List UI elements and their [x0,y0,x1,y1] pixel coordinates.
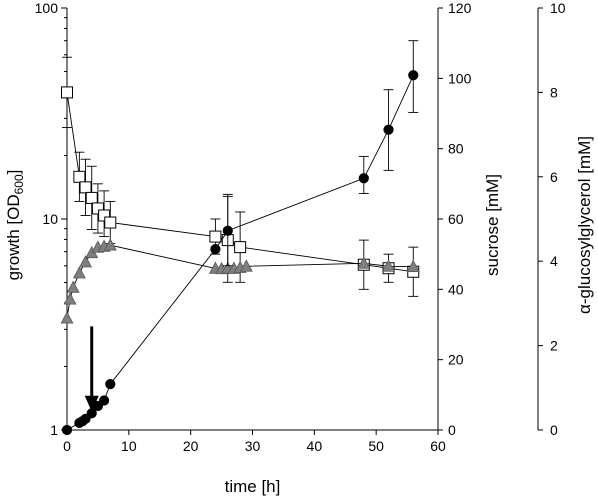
growth-point [408,70,419,81]
series-growth [61,40,419,436]
glucosylglycerol-point [239,259,253,272]
glucosylglycerol-axis-title: α-glucosylglycerol [mM] [575,136,594,314]
glucosylglycerol-tick-label: 4 [550,253,558,269]
x-axis-title: time [h] [225,477,281,496]
series-layer [60,40,420,436]
growth-tick-label: 100 [35,0,59,16]
sucrose-point [73,170,86,183]
sucrose-tick-label: 20 [448,352,464,368]
sucrose-tick-label: 40 [448,281,464,297]
glucosylglycerol-tick-label: 8 [550,84,558,100]
ticks-layer: 0 10 20 30 40 50 60 1 10 100 0 20 40 60 80 100 120 0 2 4 6 8 1… [35,0,566,454]
sucrose-tick-label: 100 [448,70,472,86]
growth-point [383,124,394,135]
sucrose-axis-title: sucrose [mM] [483,174,502,276]
sucrose-point [104,216,117,229]
glucosylglycerol-point [72,266,86,279]
glucosylglycerol-point [66,280,80,293]
glucosylglycerol-point [382,259,395,272]
x-tick-label: 50 [368,438,384,454]
growth-point [222,225,233,236]
glucosylglycerol-point [103,238,117,251]
growth-point [358,173,369,184]
glucosylglycerol-point [406,259,420,273]
glucosylglycerol-point [60,311,74,324]
x-tick-label: 20 [183,438,199,454]
annotation-layer [84,326,99,412]
sucrose-point [61,86,73,99]
sucrose-point [85,191,98,204]
growth-axis-title-subscript: 600 [12,174,26,194]
x-tick-label: 0 [63,438,71,454]
sucrose-point [79,181,92,194]
growth-point [105,379,116,390]
sucrose-point [209,230,222,243]
sucrose-tick-label: 60 [448,211,464,227]
growth-point [98,395,110,406]
x-tick-label: 10 [121,438,137,454]
glucosylglycerol-tick-label: 2 [550,338,558,354]
growth-axis-title: growth [OD600] [4,170,26,281]
series-glucosylglycerol [60,238,420,324]
sucrose-tick-label: 120 [448,0,472,16]
growth-axis-title-end: ] [4,170,23,175]
growth-tick-label: 1 [50,422,58,438]
growth-tick-label: 10 [42,211,58,227]
glucosylglycerol-point [79,255,93,268]
sucrose-point [98,209,111,222]
glucosylglycerol-point [63,292,77,305]
arrow-head [84,395,99,412]
glucosylglycerol-tick-label: 6 [550,169,558,185]
x-tick-label: 40 [307,438,323,454]
sucrose-tick-label: 80 [448,141,464,157]
sucrose-point [91,202,104,215]
sucrose-point [234,241,247,254]
sucrose-tick-label: 0 [448,422,456,438]
growth-point [210,244,221,255]
glucosylglycerol-tick-label: 10 [550,0,566,16]
glucosylglycerol-point [357,256,371,269]
x-tick-label: 60 [430,438,446,454]
x-tick-label: 30 [245,438,261,454]
growth-axis-title-main: growth [OD [4,194,23,280]
growth-point [61,424,73,436]
glucosylglycerol-tick-label: 0 [550,422,558,438]
